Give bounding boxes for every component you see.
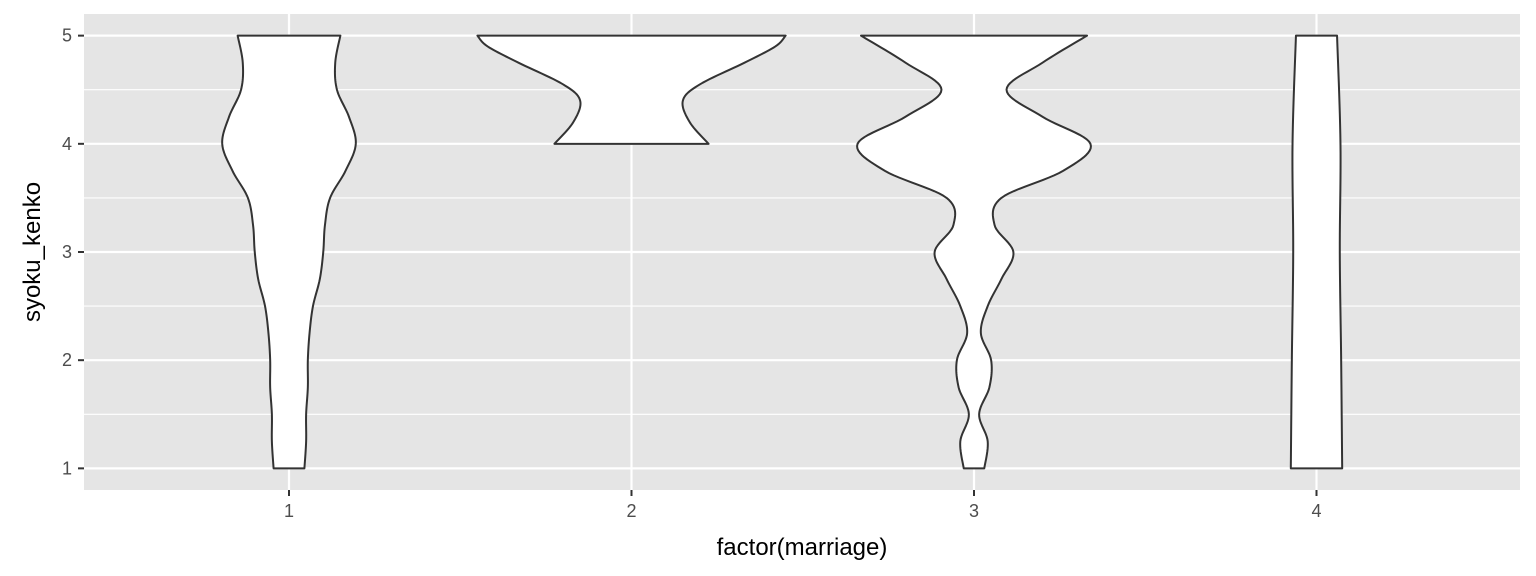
- x-tick-label: 1: [284, 501, 294, 521]
- y-tick-label: 2: [62, 350, 72, 370]
- x-axis-title: factor(marriage): [717, 534, 888, 561]
- y-axis: 1 2 3 4 5: [62, 26, 84, 478]
- y-tick-label: 1: [62, 458, 72, 478]
- violin-3: [856, 34, 1092, 470]
- violin-1: [221, 34, 357, 470]
- violins: [221, 34, 1344, 470]
- y-axis-title: syoku_kenko: [19, 182, 46, 322]
- y-tick-label: 3: [62, 242, 72, 262]
- violin-4: [1289, 34, 1344, 470]
- violin-2: [476, 34, 787, 145]
- x-tick-label: 3: [969, 501, 979, 521]
- y-tick-label: 5: [62, 26, 72, 46]
- x-tick-label: 2: [626, 501, 636, 521]
- y-tick-label: 4: [62, 134, 72, 154]
- x-axis: 1 2 3 4: [284, 490, 1322, 521]
- x-tick-label: 4: [1311, 501, 1321, 521]
